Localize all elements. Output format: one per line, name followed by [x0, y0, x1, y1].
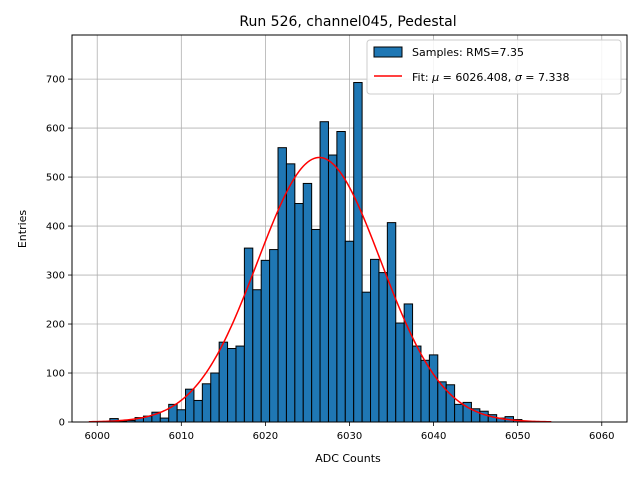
y-tick-label: 700 — [46, 75, 65, 86]
x-tick-label: 6020 — [253, 431, 278, 442]
fit-curve — [88, 156, 552, 423]
y-axis-label: Entries — [16, 210, 29, 249]
histogram-bar — [336, 131, 346, 423]
histogram-bar — [319, 121, 329, 423]
histogram-bar — [420, 359, 430, 423]
y-axis-ticks: 0 100 200 300 400 500 600 700 — [46, 75, 72, 429]
histogram-bar — [159, 417, 170, 423]
y-tick-label: 0 — [59, 418, 65, 429]
histogram-bar — [277, 147, 287, 423]
x-axis-ticks: 6000 6010 6020 6030 6040 6050 6060 — [85, 422, 614, 442]
legend-fit-mu-value: = 6026.408, — [439, 71, 515, 84]
chart-title: Run 526, channel045, Pedestal — [239, 14, 456, 30]
y-tick-label: 200 — [46, 320, 65, 331]
y-tick-label: 600 — [46, 124, 65, 135]
histogram-bar — [201, 383, 212, 423]
histogram-bar — [454, 403, 464, 423]
y-tick-label: 500 — [46, 173, 65, 184]
histogram-bar — [218, 341, 229, 423]
legend-histogram-label: Samples: RMS=7.35 — [412, 46, 524, 59]
histogram-bar — [344, 240, 355, 423]
histogram-bar — [353, 82, 363, 423]
histogram-bar — [176, 409, 187, 423]
histogram-bar — [302, 182, 313, 423]
legend-fit-sigma-value: = 7.338 — [522, 71, 570, 84]
legend-fit-sigma-symbol: σ — [515, 71, 523, 84]
histogram-bar — [395, 322, 405, 423]
x-tick-label: 6010 — [169, 431, 194, 442]
histogram-bar — [243, 247, 254, 423]
histogram-bar — [370, 258, 380, 423]
histogram-bar — [252, 289, 262, 423]
histogram-bar — [412, 345, 422, 423]
legend-fit-prefix: Fit: — [412, 71, 432, 84]
x-tick-label: 6040 — [421, 431, 446, 442]
x-tick-label: 6060 — [589, 431, 614, 442]
y-tick-label: 300 — [46, 271, 65, 282]
histogram-bar — [327, 154, 338, 423]
histogram-bar — [227, 348, 237, 423]
legend-histogram-swatch — [373, 46, 403, 58]
x-axis-label: ADC Counts — [315, 452, 381, 465]
histogram-bar — [210, 372, 220, 423]
x-tick-label: 6050 — [505, 431, 530, 442]
legend-box — [366, 39, 622, 95]
legend: Samples: RMS=7.35 Fit: μ = 6026.408, σ =… — [366, 39, 622, 95]
histogram-bar — [294, 203, 304, 423]
histogram-bar — [285, 163, 296, 423]
y-tick-label: 400 — [46, 222, 65, 233]
histogram-bar — [185, 388, 195, 423]
histogram-bar — [235, 345, 245, 423]
histogram-bar — [378, 272, 388, 423]
histogram-bar — [260, 259, 271, 423]
y-tick-label: 100 — [46, 369, 65, 380]
histogram-bar — [386, 222, 397, 423]
legend-fit-mu-symbol: μ — [431, 71, 439, 84]
histogram-bar — [361, 291, 372, 423]
histogram-bar — [269, 249, 279, 423]
legend-fit-label: Fit: μ = 6026.408, σ = 7.338 — [412, 71, 570, 84]
histogram-bar — [193, 399, 203, 423]
histogram-bar — [428, 354, 439, 423]
x-tick-label: 6000 — [85, 431, 110, 442]
histogram-bar — [311, 228, 321, 423]
fit-curve-group — [88, 156, 552, 423]
x-tick-label: 6030 — [337, 431, 362, 442]
